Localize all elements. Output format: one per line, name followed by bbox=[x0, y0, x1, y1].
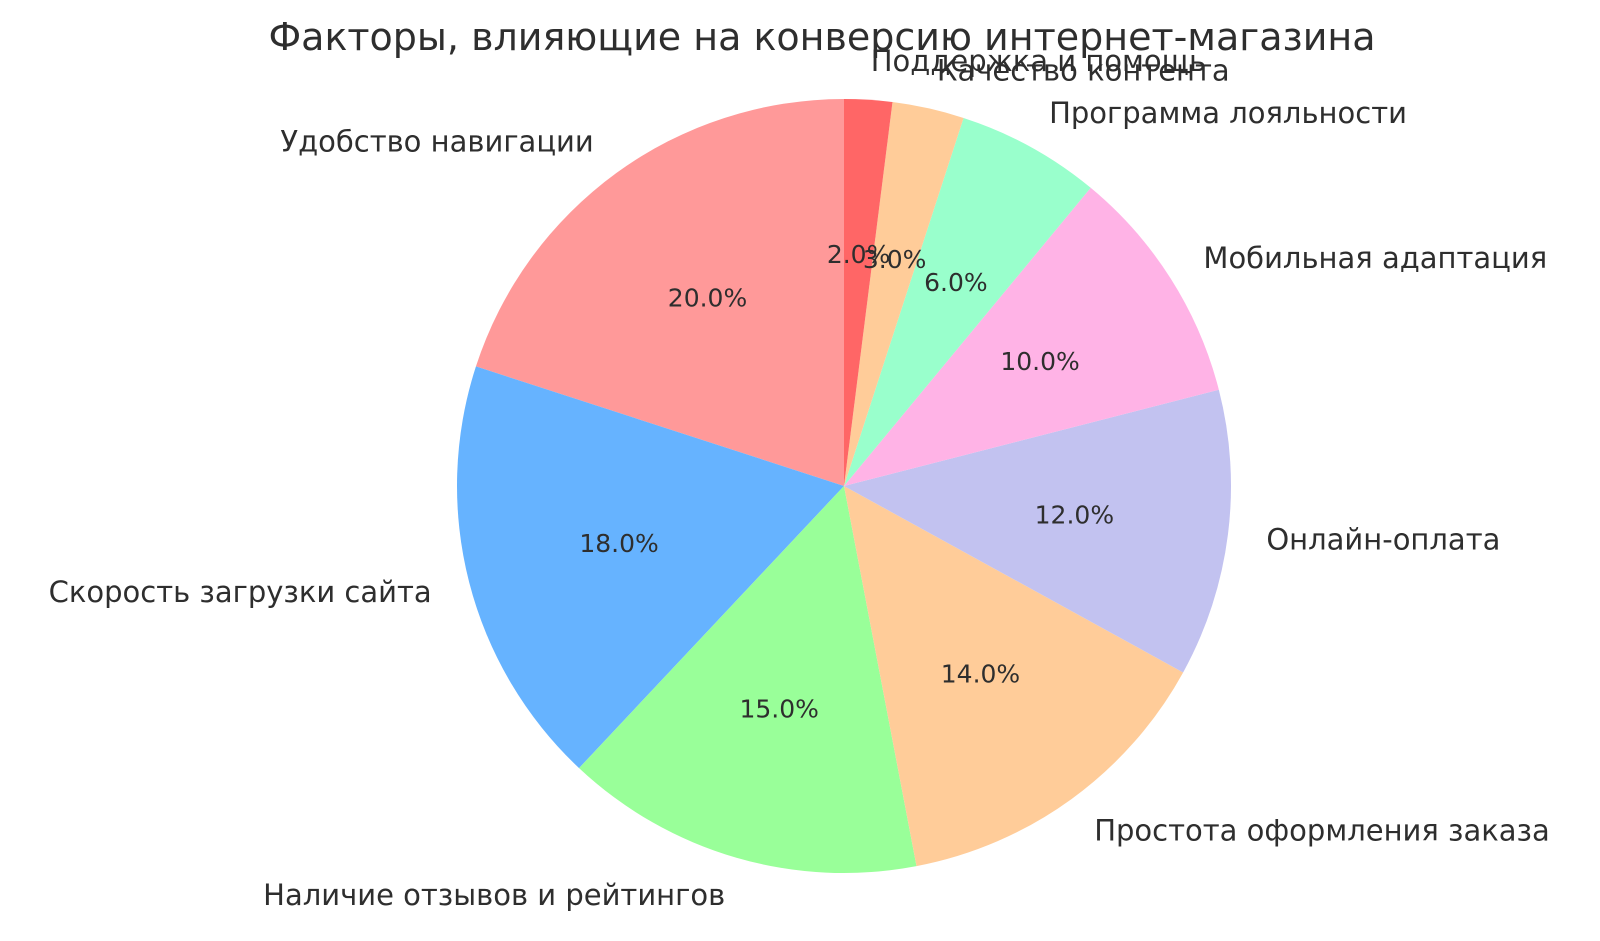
pie-slice-5 bbox=[844, 389, 1231, 673]
pie-slice-8 bbox=[844, 102, 964, 487]
pie-slice-7 bbox=[844, 117, 1091, 486]
slice-percent-label-1: 20.0% bbox=[668, 284, 747, 313]
pie-slice-6 bbox=[844, 187, 1219, 486]
slice-category-label-5: Онлайн-оплата bbox=[1266, 522, 1500, 556]
slice-category-label-2: Скорость загрузки сайта bbox=[49, 575, 432, 609]
slice-category-label-6: Мобильная адаптация bbox=[1203, 241, 1547, 275]
slice-percent-label-7: 6.0% bbox=[924, 268, 988, 297]
slice-percent-label-8: 3.0% bbox=[863, 245, 927, 274]
pie-slice-4 bbox=[844, 486, 1184, 867]
slice-percent-label-4: 14.0% bbox=[941, 659, 1020, 688]
slice-percent-label-6: 10.0% bbox=[1000, 347, 1079, 376]
pie-slice-3 bbox=[579, 486, 917, 873]
chart-title: Факторы, влияющие на конверсию интернет-… bbox=[268, 15, 1375, 59]
slice-category-label-1: Удобство навигации bbox=[280, 125, 593, 159]
slice-category-label-8: Качество контента bbox=[937, 54, 1230, 88]
pie-slice-1 bbox=[475, 99, 844, 486]
slice-category-label-7: Программа лояльности bbox=[1049, 96, 1407, 130]
slice-percent-label-9: 2.0% bbox=[827, 240, 891, 269]
slice-percent-label-5: 12.0% bbox=[1035, 501, 1114, 530]
slice-category-label-4: Простота оформления заказа bbox=[1094, 813, 1550, 847]
slice-percent-label-3: 15.0% bbox=[740, 694, 819, 723]
slice-percent-label-2: 18.0% bbox=[579, 529, 658, 558]
slice-category-label-9: Поддержка и помощь bbox=[871, 44, 1206, 78]
pie-slice-2 bbox=[457, 366, 844, 769]
slice-category-label-3: Наличие отзывов и рейтингов bbox=[263, 878, 725, 912]
pie-slice-9 bbox=[844, 99, 893, 486]
